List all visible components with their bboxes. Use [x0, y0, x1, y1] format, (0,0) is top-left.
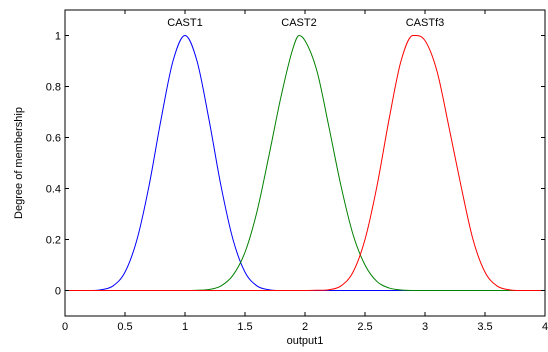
- series-label-cast1: CAST1: [167, 17, 202, 29]
- series-curves: [65, 34, 545, 292]
- x-tick-label: 0: [62, 321, 68, 333]
- plot-area: [64, 9, 546, 317]
- series-label-castf3: CASTf3: [406, 17, 445, 29]
- x-tick-label: 1.5: [237, 321, 252, 333]
- x-tick-label: 3.5: [477, 321, 492, 333]
- series-line-cast2: [65, 34, 545, 292]
- y-tick-label: 0.2: [46, 235, 61, 247]
- x-tick-label: 3: [422, 321, 428, 333]
- x-axis-label: output1: [287, 335, 324, 347]
- series-line-castf3: [65, 34, 545, 291]
- series-labels: CAST1 CAST2 CASTf3: [167, 17, 444, 29]
- x-tick-label: 0.5: [117, 321, 132, 333]
- x-tick-label: 4: [542, 321, 548, 333]
- axis-ticks: 0 0.5 1 1.5 2 2.5 3 3.5 4 0 0.2 0.4 0.6 0.8 1: [46, 10, 548, 333]
- x-tick-label: 1: [182, 321, 188, 333]
- y-tick-label: 0.6: [46, 133, 61, 145]
- y-tick-label: 0.4: [46, 184, 61, 196]
- y-tick-label: 0: [55, 286, 61, 298]
- x-tick-label: 2.5: [357, 321, 372, 333]
- y-tick-label: 0.8: [46, 82, 61, 94]
- plot-frame: [64, 9, 546, 317]
- y-tick-label: 1: [55, 31, 61, 43]
- y-axis-label: Degree of membership: [13, 107, 25, 219]
- x-tick-label: 2: [302, 321, 308, 333]
- series-label-cast2: CAST2: [281, 17, 316, 29]
